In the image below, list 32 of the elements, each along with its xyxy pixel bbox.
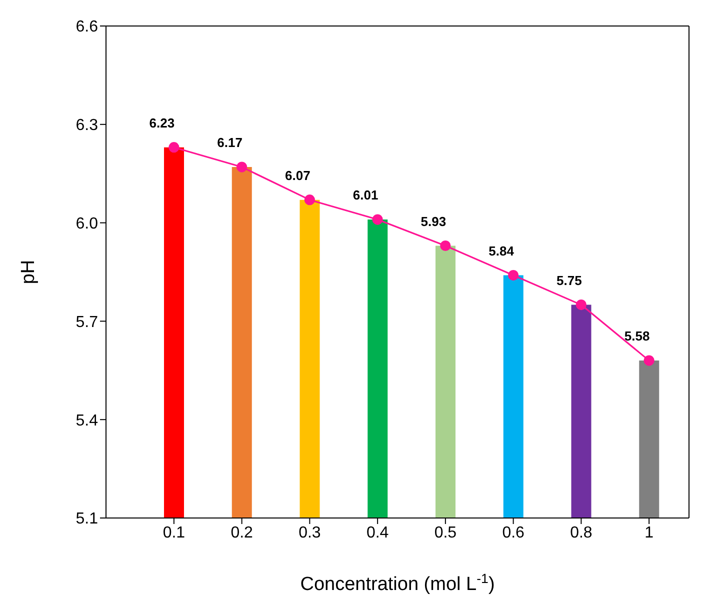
data-label: 6.17 xyxy=(217,135,242,150)
data-label: 5.58 xyxy=(624,328,650,344)
data-label: 6.07 xyxy=(285,168,310,183)
y-tick-label: 5.7 xyxy=(76,314,98,331)
y-tick-label: 5.1 xyxy=(76,510,98,528)
data-label: 5.93 xyxy=(420,214,446,229)
y-tick-label: 6.0 xyxy=(76,215,98,232)
x-tick-label: 0.3 xyxy=(298,524,321,542)
x-tick-label: 0.2 xyxy=(230,524,254,542)
point xyxy=(440,240,451,252)
point xyxy=(372,214,383,225)
x-axis-title: Concentration (mol L$^{-1}$) xyxy=(300,570,495,595)
y-tick-label: 6.6 xyxy=(76,18,98,36)
x-tick-label: 0.4 xyxy=(366,524,389,542)
x-tick-label: 0.6 xyxy=(502,524,525,542)
x-tick-label: 0.5 xyxy=(434,524,457,542)
point xyxy=(168,142,180,153)
y-tick-label: 5.4 xyxy=(76,412,98,430)
y-tick-label: 6.3 xyxy=(76,117,98,134)
x-tick-label: 1 xyxy=(644,524,654,542)
data-label: 6.01 xyxy=(352,188,378,203)
x-tick-label: 0.8 xyxy=(570,524,592,542)
point xyxy=(576,300,586,310)
point xyxy=(644,355,654,366)
point xyxy=(508,270,519,281)
data-label: 6.23 xyxy=(149,115,175,130)
x-tick-label: 0.1 xyxy=(162,524,186,542)
data-label: 5.84 xyxy=(488,243,515,258)
data-label: 5.75 xyxy=(556,272,582,288)
point xyxy=(236,162,248,172)
point xyxy=(304,194,315,206)
y-axis-title: pH xyxy=(18,260,39,284)
